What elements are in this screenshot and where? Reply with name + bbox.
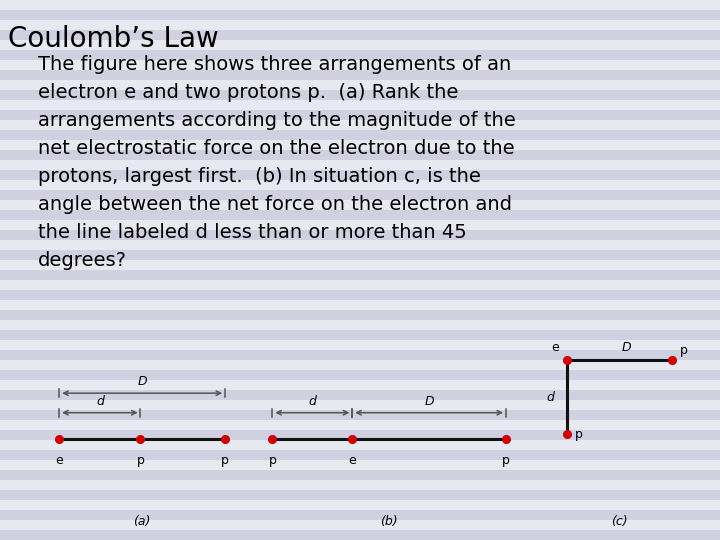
Bar (0, 450, 720, 460)
Text: D: D (424, 395, 434, 408)
Bar (0, 440, 720, 450)
Bar (0, 260, 720, 270)
Text: Coulomb’s Law: Coulomb’s Law (8, 25, 219, 53)
Text: The figure here shows three arrangements of an: The figure here shows three arrangements… (38, 55, 511, 74)
Bar (0, 420, 720, 430)
Bar (0, 100, 720, 110)
Bar (0, 150, 720, 160)
Text: protons, largest first.  (b) In situation c, is the: protons, largest first. (b) In situation… (38, 167, 481, 186)
Bar (0, 210, 720, 220)
Bar (0, 350, 720, 360)
Bar (0, 520, 720, 530)
Bar (0, 360, 720, 370)
Text: p: p (575, 428, 583, 441)
Bar (0, 0, 720, 10)
Text: d: d (308, 395, 316, 408)
Text: p: p (502, 454, 510, 467)
Bar (0, 270, 720, 280)
Bar (0, 500, 720, 510)
Bar (0, 530, 720, 540)
Bar (0, 20, 720, 30)
Bar (0, 200, 720, 210)
Text: d: d (96, 395, 104, 408)
Text: e: e (55, 454, 63, 467)
Bar (0, 240, 720, 250)
Bar (0, 250, 720, 260)
Bar (0, 300, 720, 310)
Bar (0, 190, 720, 200)
Bar (0, 230, 720, 240)
Text: p: p (221, 454, 229, 467)
Bar (0, 490, 720, 500)
Text: p: p (680, 344, 688, 357)
Bar (0, 400, 720, 410)
Bar (0, 90, 720, 100)
Text: e: e (348, 454, 356, 467)
Bar (0, 340, 720, 350)
Bar (0, 130, 720, 140)
Text: (c): (c) (611, 515, 628, 529)
Bar (0, 10, 720, 20)
Bar (0, 40, 720, 50)
Bar (0, 310, 720, 320)
Text: electron e and two protons p.  (a) Rank the: electron e and two protons p. (a) Rank t… (38, 83, 459, 102)
Bar (0, 390, 720, 400)
Bar (0, 160, 720, 170)
Text: (b): (b) (380, 515, 398, 529)
Bar (0, 330, 720, 340)
Text: (a): (a) (133, 515, 151, 529)
Bar (0, 50, 720, 60)
Bar (0, 220, 720, 230)
Bar (0, 80, 720, 90)
Bar (0, 480, 720, 490)
Text: angle between the net force on the electron and: angle between the net force on the elect… (38, 195, 512, 214)
Bar (0, 170, 720, 180)
Bar (0, 110, 720, 120)
Bar (0, 140, 720, 150)
Text: arrangements according to the magnitude of the: arrangements according to the magnitude … (38, 111, 516, 130)
Bar (0, 470, 720, 480)
Text: D: D (621, 341, 631, 354)
Bar (0, 60, 720, 70)
Bar (0, 120, 720, 130)
Text: p: p (137, 454, 145, 467)
Text: degrees?: degrees? (38, 251, 127, 270)
Bar (0, 370, 720, 380)
Bar (0, 280, 720, 290)
Text: e: e (551, 341, 559, 354)
Bar (0, 290, 720, 300)
Bar (0, 410, 720, 420)
Bar (0, 180, 720, 190)
Bar (0, 380, 720, 390)
Bar (0, 30, 720, 40)
Bar (0, 320, 720, 330)
Bar (0, 510, 720, 520)
Text: p: p (269, 454, 276, 467)
Text: the line labeled d less than or more than 45: the line labeled d less than or more tha… (38, 223, 467, 242)
Text: D: D (138, 375, 147, 388)
Text: net electrostatic force on the electron due to the: net electrostatic force on the electron … (38, 139, 515, 158)
Bar (0, 70, 720, 80)
Bar (0, 430, 720, 440)
Bar (0, 460, 720, 470)
Text: d: d (546, 390, 554, 403)
